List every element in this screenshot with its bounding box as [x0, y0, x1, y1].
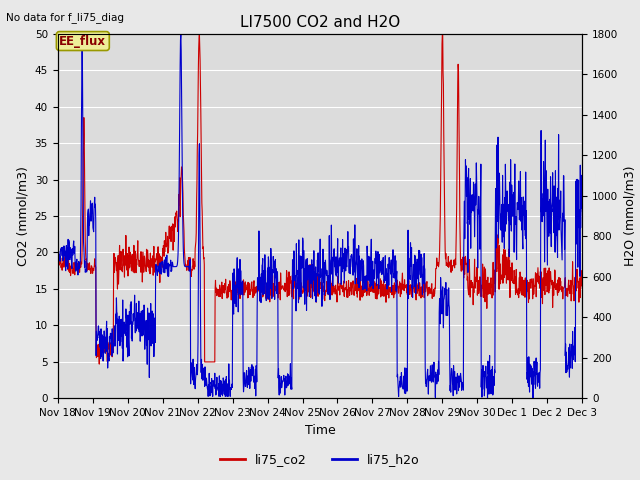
Y-axis label: CO2 (mmol/m3): CO2 (mmol/m3) — [16, 166, 29, 266]
Legend: li75_co2, li75_h2o: li75_co2, li75_h2o — [215, 448, 425, 471]
Y-axis label: H2O (mmol/m3): H2O (mmol/m3) — [624, 166, 637, 266]
Text: No data for f_li75_diag: No data for f_li75_diag — [6, 12, 124, 23]
X-axis label: Time: Time — [305, 424, 335, 437]
Text: EE_flux: EE_flux — [60, 35, 106, 48]
Title: LI7500 CO2 and H2O: LI7500 CO2 and H2O — [240, 15, 400, 30]
